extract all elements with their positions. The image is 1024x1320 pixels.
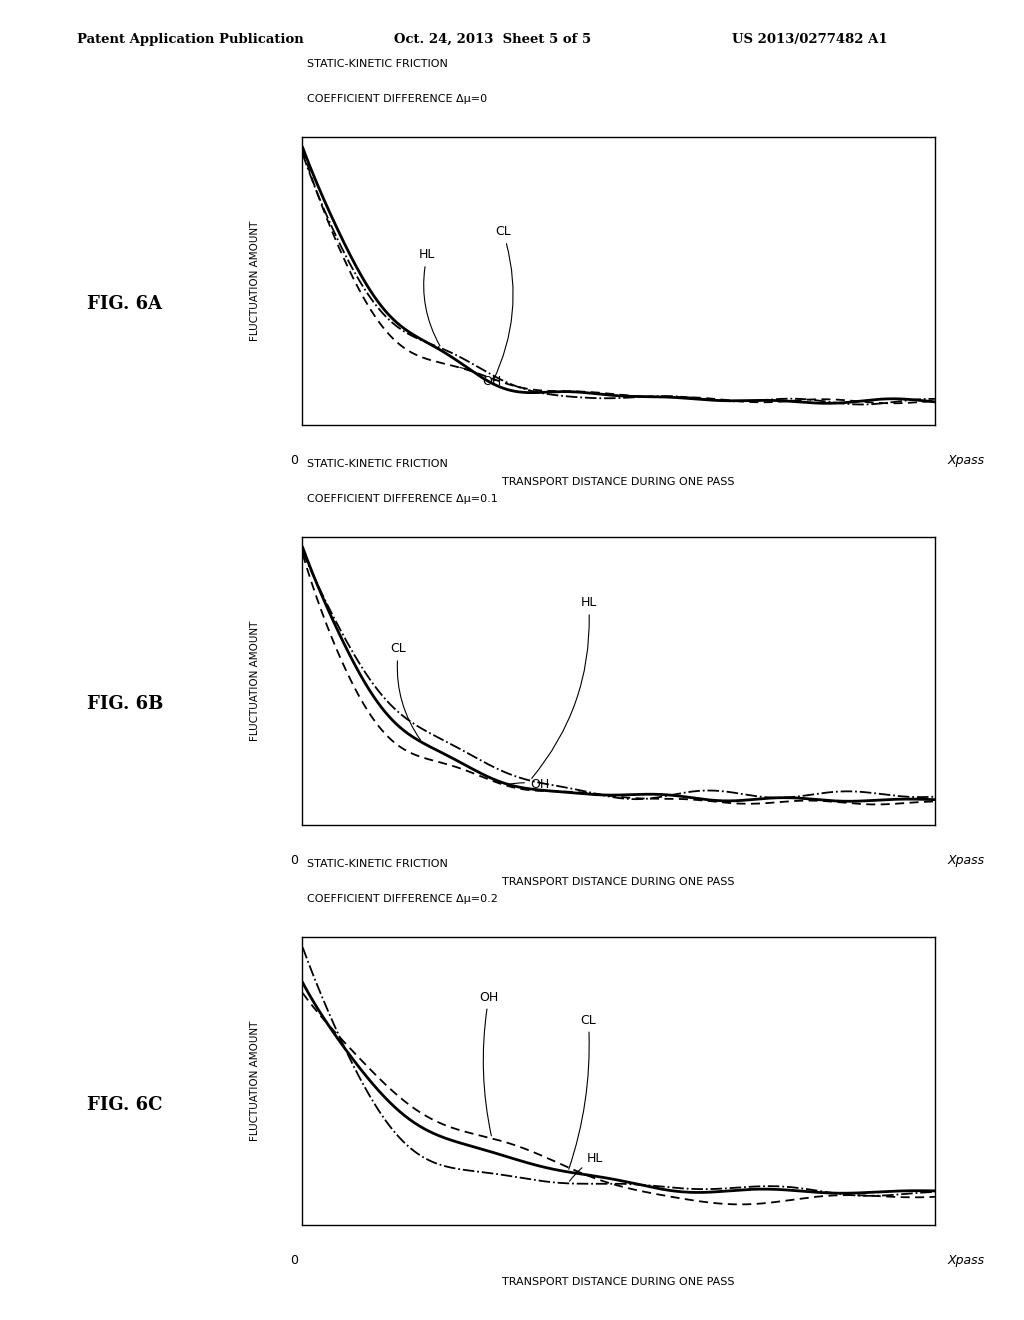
Text: FLUCTUATION AMOUNT: FLUCTUATION AMOUNT — [250, 620, 260, 742]
Text: FLUCTUATION AMOUNT: FLUCTUATION AMOUNT — [250, 220, 260, 342]
Text: CL: CL — [568, 1014, 596, 1170]
Text: Xpass: Xpass — [947, 854, 985, 867]
Text: FIG. 6A: FIG. 6A — [87, 294, 162, 313]
Text: Patent Application Publication: Patent Application Publication — [77, 33, 303, 46]
Text: OH: OH — [460, 367, 502, 388]
Text: HL: HL — [419, 248, 440, 346]
Text: TRANSPORT DISTANCE DURING ONE PASS: TRANSPORT DISTANCE DURING ONE PASS — [502, 1276, 735, 1287]
Text: Xpass: Xpass — [947, 1254, 985, 1267]
Text: 0: 0 — [291, 854, 298, 867]
Text: TRANSPORT DISTANCE DURING ONE PASS: TRANSPORT DISTANCE DURING ONE PASS — [502, 477, 735, 487]
Text: OH: OH — [479, 990, 499, 1135]
Text: CL: CL — [391, 643, 421, 741]
Text: 0: 0 — [291, 454, 298, 467]
Text: COEFFICIENT DIFFERENCE Δμ=0.1: COEFFICIENT DIFFERENCE Δμ=0.1 — [307, 494, 498, 504]
Text: STATIC-KINETIC FRICTION: STATIC-KINETIC FRICTION — [307, 858, 449, 869]
Text: TRANSPORT DISTANCE DURING ONE PASS: TRANSPORT DISTANCE DURING ONE PASS — [502, 876, 735, 887]
Text: COEFFICIENT DIFFERENCE Δμ=0: COEFFICIENT DIFFERENCE Δμ=0 — [307, 94, 487, 104]
Text: FIG. 6C: FIG. 6C — [87, 1096, 163, 1114]
Text: 0: 0 — [291, 1254, 298, 1267]
Text: HL: HL — [569, 1151, 603, 1181]
Text: Xpass: Xpass — [947, 454, 985, 467]
Text: STATIC-KINETIC FRICTION: STATIC-KINETIC FRICTION — [307, 58, 449, 69]
Text: OH: OH — [507, 777, 549, 791]
Text: FIG. 6B: FIG. 6B — [87, 694, 164, 713]
Text: STATIC-KINETIC FRICTION: STATIC-KINETIC FRICTION — [307, 458, 449, 469]
Text: HL: HL — [531, 597, 597, 779]
Text: FLUCTUATION AMOUNT: FLUCTUATION AMOUNT — [250, 1020, 260, 1142]
Text: US 2013/0277482 A1: US 2013/0277482 A1 — [732, 33, 888, 46]
Text: Oct. 24, 2013  Sheet 5 of 5: Oct. 24, 2013 Sheet 5 of 5 — [394, 33, 592, 46]
Text: COEFFICIENT DIFFERENCE Δμ=0.2: COEFFICIENT DIFFERENCE Δμ=0.2 — [307, 894, 498, 904]
Text: CL: CL — [494, 226, 513, 380]
